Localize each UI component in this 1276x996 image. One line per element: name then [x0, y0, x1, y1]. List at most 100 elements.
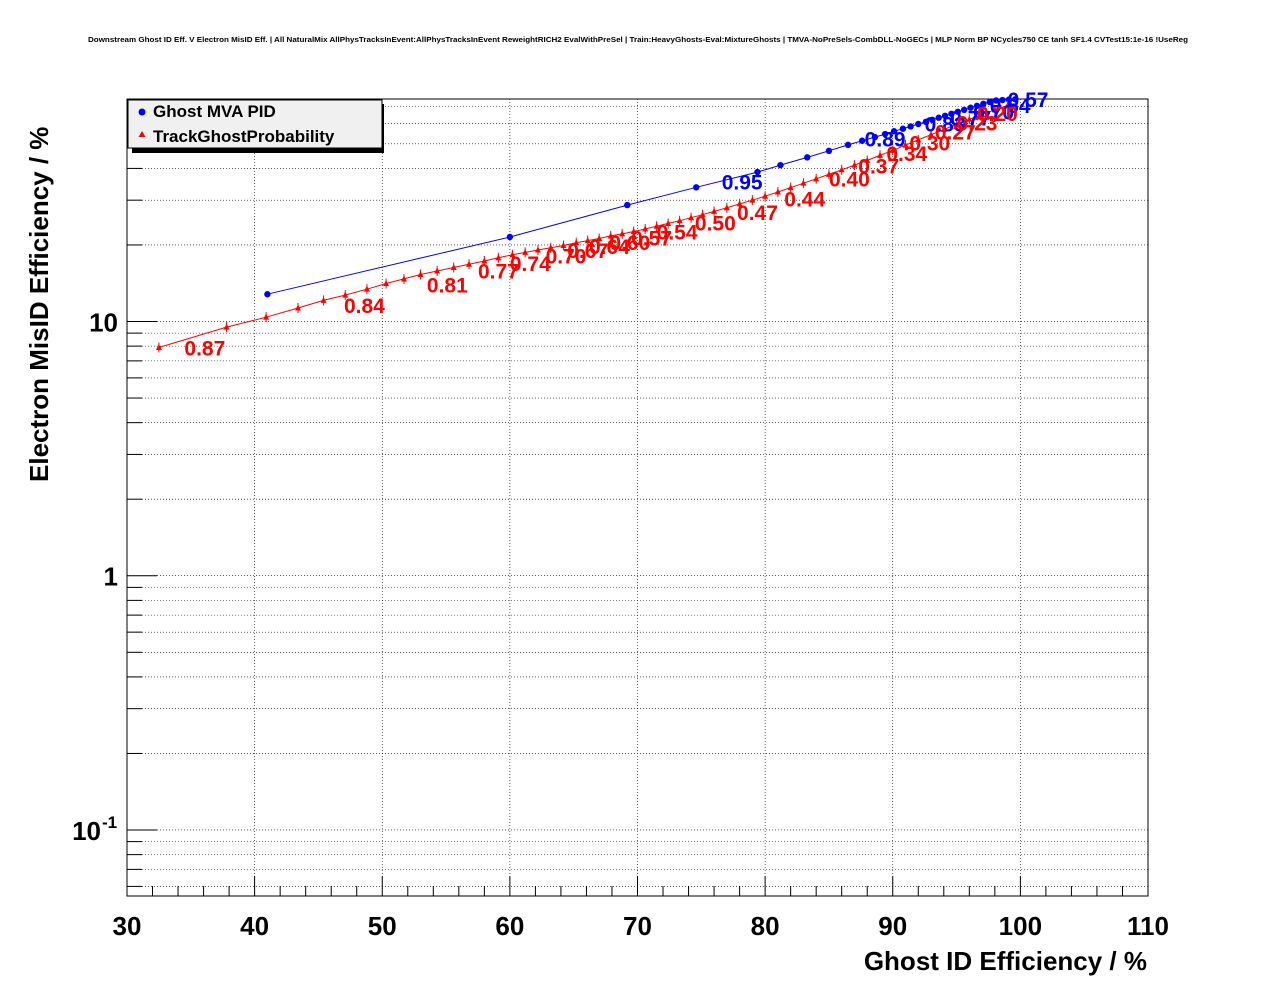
data-point-ghost-mva [922, 118, 930, 126]
data-point-ghost-mva [871, 133, 879, 141]
y-tick-label: 1 [104, 562, 118, 592]
data-point-track-ghost-prob [295, 304, 302, 311]
data-point-track-ghost-prob [665, 219, 672, 226]
point-annotation: 0.64 [589, 236, 630, 259]
x-axis: 30 40 50 60 70 80 90 100 110 [113, 876, 1169, 941]
data-point-track-ghost-prob [584, 237, 591, 244]
data-point-track-ghost-prob [813, 175, 820, 182]
data-point-track-ghost-prob [979, 110, 986, 117]
data-point-ghost-mva [1012, 96, 1019, 103]
point-annotation: 0.34 [886, 143, 927, 166]
data-point-track-ghost-prob [495, 254, 502, 261]
legend-marker-ghost-mva [138, 108, 146, 116]
data-point-track-ghost-prob [774, 188, 781, 195]
data-point-track-ghost-prob [736, 200, 743, 207]
point-annotation: 0.81 [427, 274, 468, 297]
data-point-track-ghost-prob [1004, 101, 1011, 108]
data-point-ghost-mva [973, 102, 981, 110]
y-tick-label: 10 [89, 307, 118, 337]
point-annotation: 0.89 [865, 128, 906, 151]
data-point-track-ghost-prob [630, 227, 637, 234]
data-point-track-ghost-prob [522, 248, 529, 255]
point-annotation: 0.47 [737, 202, 778, 225]
data-point-track-ghost-prob [223, 323, 230, 330]
data-point-track-ghost-prob [851, 161, 858, 168]
data-point-ghost-mva [915, 120, 922, 128]
point-annotation: 0.37 [858, 156, 899, 179]
point-annotation: 0.95 [722, 172, 763, 195]
x-tick-label: 70 [623, 911, 652, 941]
y-tick-exponent: -1 [102, 813, 117, 832]
data-point-track-ghost-prob [825, 170, 832, 177]
x-tick-label: 30 [113, 911, 142, 941]
data-point-ghost-mva [899, 125, 907, 132]
data-point-track-ghost-prob [342, 291, 349, 298]
data-point-ghost-mva [881, 130, 889, 138]
data-point-track-ghost-prob [481, 257, 488, 264]
data-point-track-ghost-prob [991, 106, 998, 113]
data-point-track-ghost-prob [787, 184, 794, 191]
data-point-ghost-mva [986, 98, 993, 106]
data-point-track-ghost-prob [953, 120, 960, 127]
data-point-track-ghost-prob [688, 214, 695, 221]
data-point-ghost-mva [754, 168, 761, 176]
data-point-ghost-mva [624, 201, 631, 209]
data-point-ghost-mva [967, 104, 974, 111]
data-point-ghost-mva [999, 96, 1006, 104]
point-annotation: 0.83 [925, 114, 966, 137]
point-annotation: 0.84 [344, 295, 385, 318]
data-point-track-ghost-prob [534, 246, 541, 253]
data-point-track-ghost-prob [560, 242, 567, 249]
point-annotation: 0.57 [1008, 89, 1049, 112]
point-annotation: 0.67 [567, 240, 608, 263]
grid [127, 99, 1148, 896]
data-point-track-ghost-prob [619, 230, 626, 237]
point-annotations: 0.950.890.830.770.700.640.570.870.840.81… [184, 89, 1048, 361]
point-annotation: 0.57 [631, 227, 672, 250]
data-point-track-ghost-prob [320, 296, 327, 303]
data-point-track-ghost-prob [762, 192, 769, 199]
point-annotation: 0.70 [973, 101, 1014, 124]
data-point-ghost-mva [961, 106, 968, 114]
data-point-track-ghost-prob [466, 260, 473, 267]
data-point-track-ghost-prob [749, 196, 756, 203]
data-point-ghost-mva [980, 100, 987, 108]
data-point-track-ghost-prob [547, 244, 554, 251]
data-point-ghost-mva [506, 233, 514, 241]
data-point-track-ghost-prob [864, 156, 871, 163]
point-annotation: 0.50 [695, 213, 736, 236]
data-point-track-ghost-prob [434, 267, 441, 274]
y-tick-label: 10 [72, 816, 101, 846]
legend: Ghost MVA PID TrackGhostProbability [127, 99, 384, 153]
point-annotation: 0.27 [935, 121, 976, 144]
data-point-ghost-mva [907, 123, 914, 130]
x-tick-label: 60 [495, 911, 524, 941]
data-point-track-ghost-prob [966, 115, 973, 122]
x-tick-label: 40 [240, 911, 269, 941]
data-point-track-ghost-prob [928, 131, 935, 138]
data-point-track-ghost-prob [573, 239, 580, 246]
data-point-track-ghost-prob [363, 285, 370, 292]
data-point-track-ghost-prob [800, 179, 807, 186]
data-point-ghost-mva [935, 114, 942, 121]
data-point-track-ghost-prob [417, 271, 424, 278]
point-annotation: 0.44 [784, 188, 825, 211]
data-point-ghost-mva [693, 184, 700, 191]
data-point-ghost-mva [264, 291, 271, 298]
data-point-track-ghost-prob [642, 225, 649, 232]
data-point-ghost-mva [929, 116, 936, 124]
data-point-track-ghost-prob [676, 217, 683, 224]
point-annotation: 0.60 [609, 232, 650, 255]
data-point-ghost-mva [941, 112, 949, 120]
x-tick-label: 50 [368, 911, 397, 941]
data-point-track-ghost-prob [596, 235, 603, 242]
data-point-ghost-mva [777, 161, 784, 169]
point-annotation: 0.64 [990, 95, 1031, 118]
x-tick-label: 80 [751, 911, 780, 941]
data-point-track-ghost-prob [450, 264, 457, 271]
data-point-track-ghost-prob [940, 125, 947, 132]
legend-box [127, 99, 383, 149]
point-annotation: 0.23 [957, 113, 998, 136]
data-point-track-ghost-prob [383, 280, 390, 287]
